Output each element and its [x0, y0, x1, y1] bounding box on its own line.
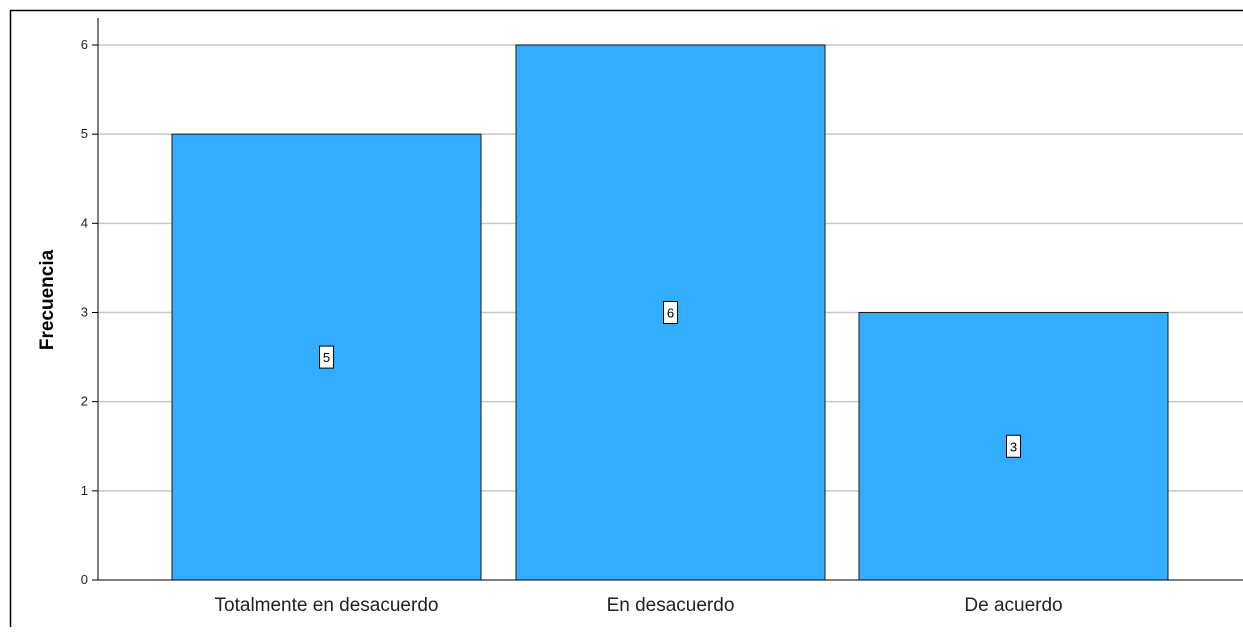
data-label: 3 [1010, 439, 1017, 454]
y-axis-title: Frecuencia [37, 249, 58, 350]
y-tick-label: 2 [81, 394, 88, 409]
data-label: 6 [667, 306, 674, 321]
y-tick-label: 0 [81, 572, 88, 587]
y-tick-label: 1 [81, 483, 88, 498]
y-tick-label: 6 [81, 37, 88, 52]
x-category-label: De acuerdo [964, 595, 1062, 616]
y-tick-label: 5 [81, 126, 88, 141]
data-label: 5 [323, 350, 330, 365]
x-category-label: Totalmente en desacuerdo [215, 595, 439, 616]
y-tick-label: 3 [81, 305, 88, 320]
y-tick-label: 4 [81, 215, 88, 230]
x-category-label: En desacuerdo [607, 595, 735, 616]
